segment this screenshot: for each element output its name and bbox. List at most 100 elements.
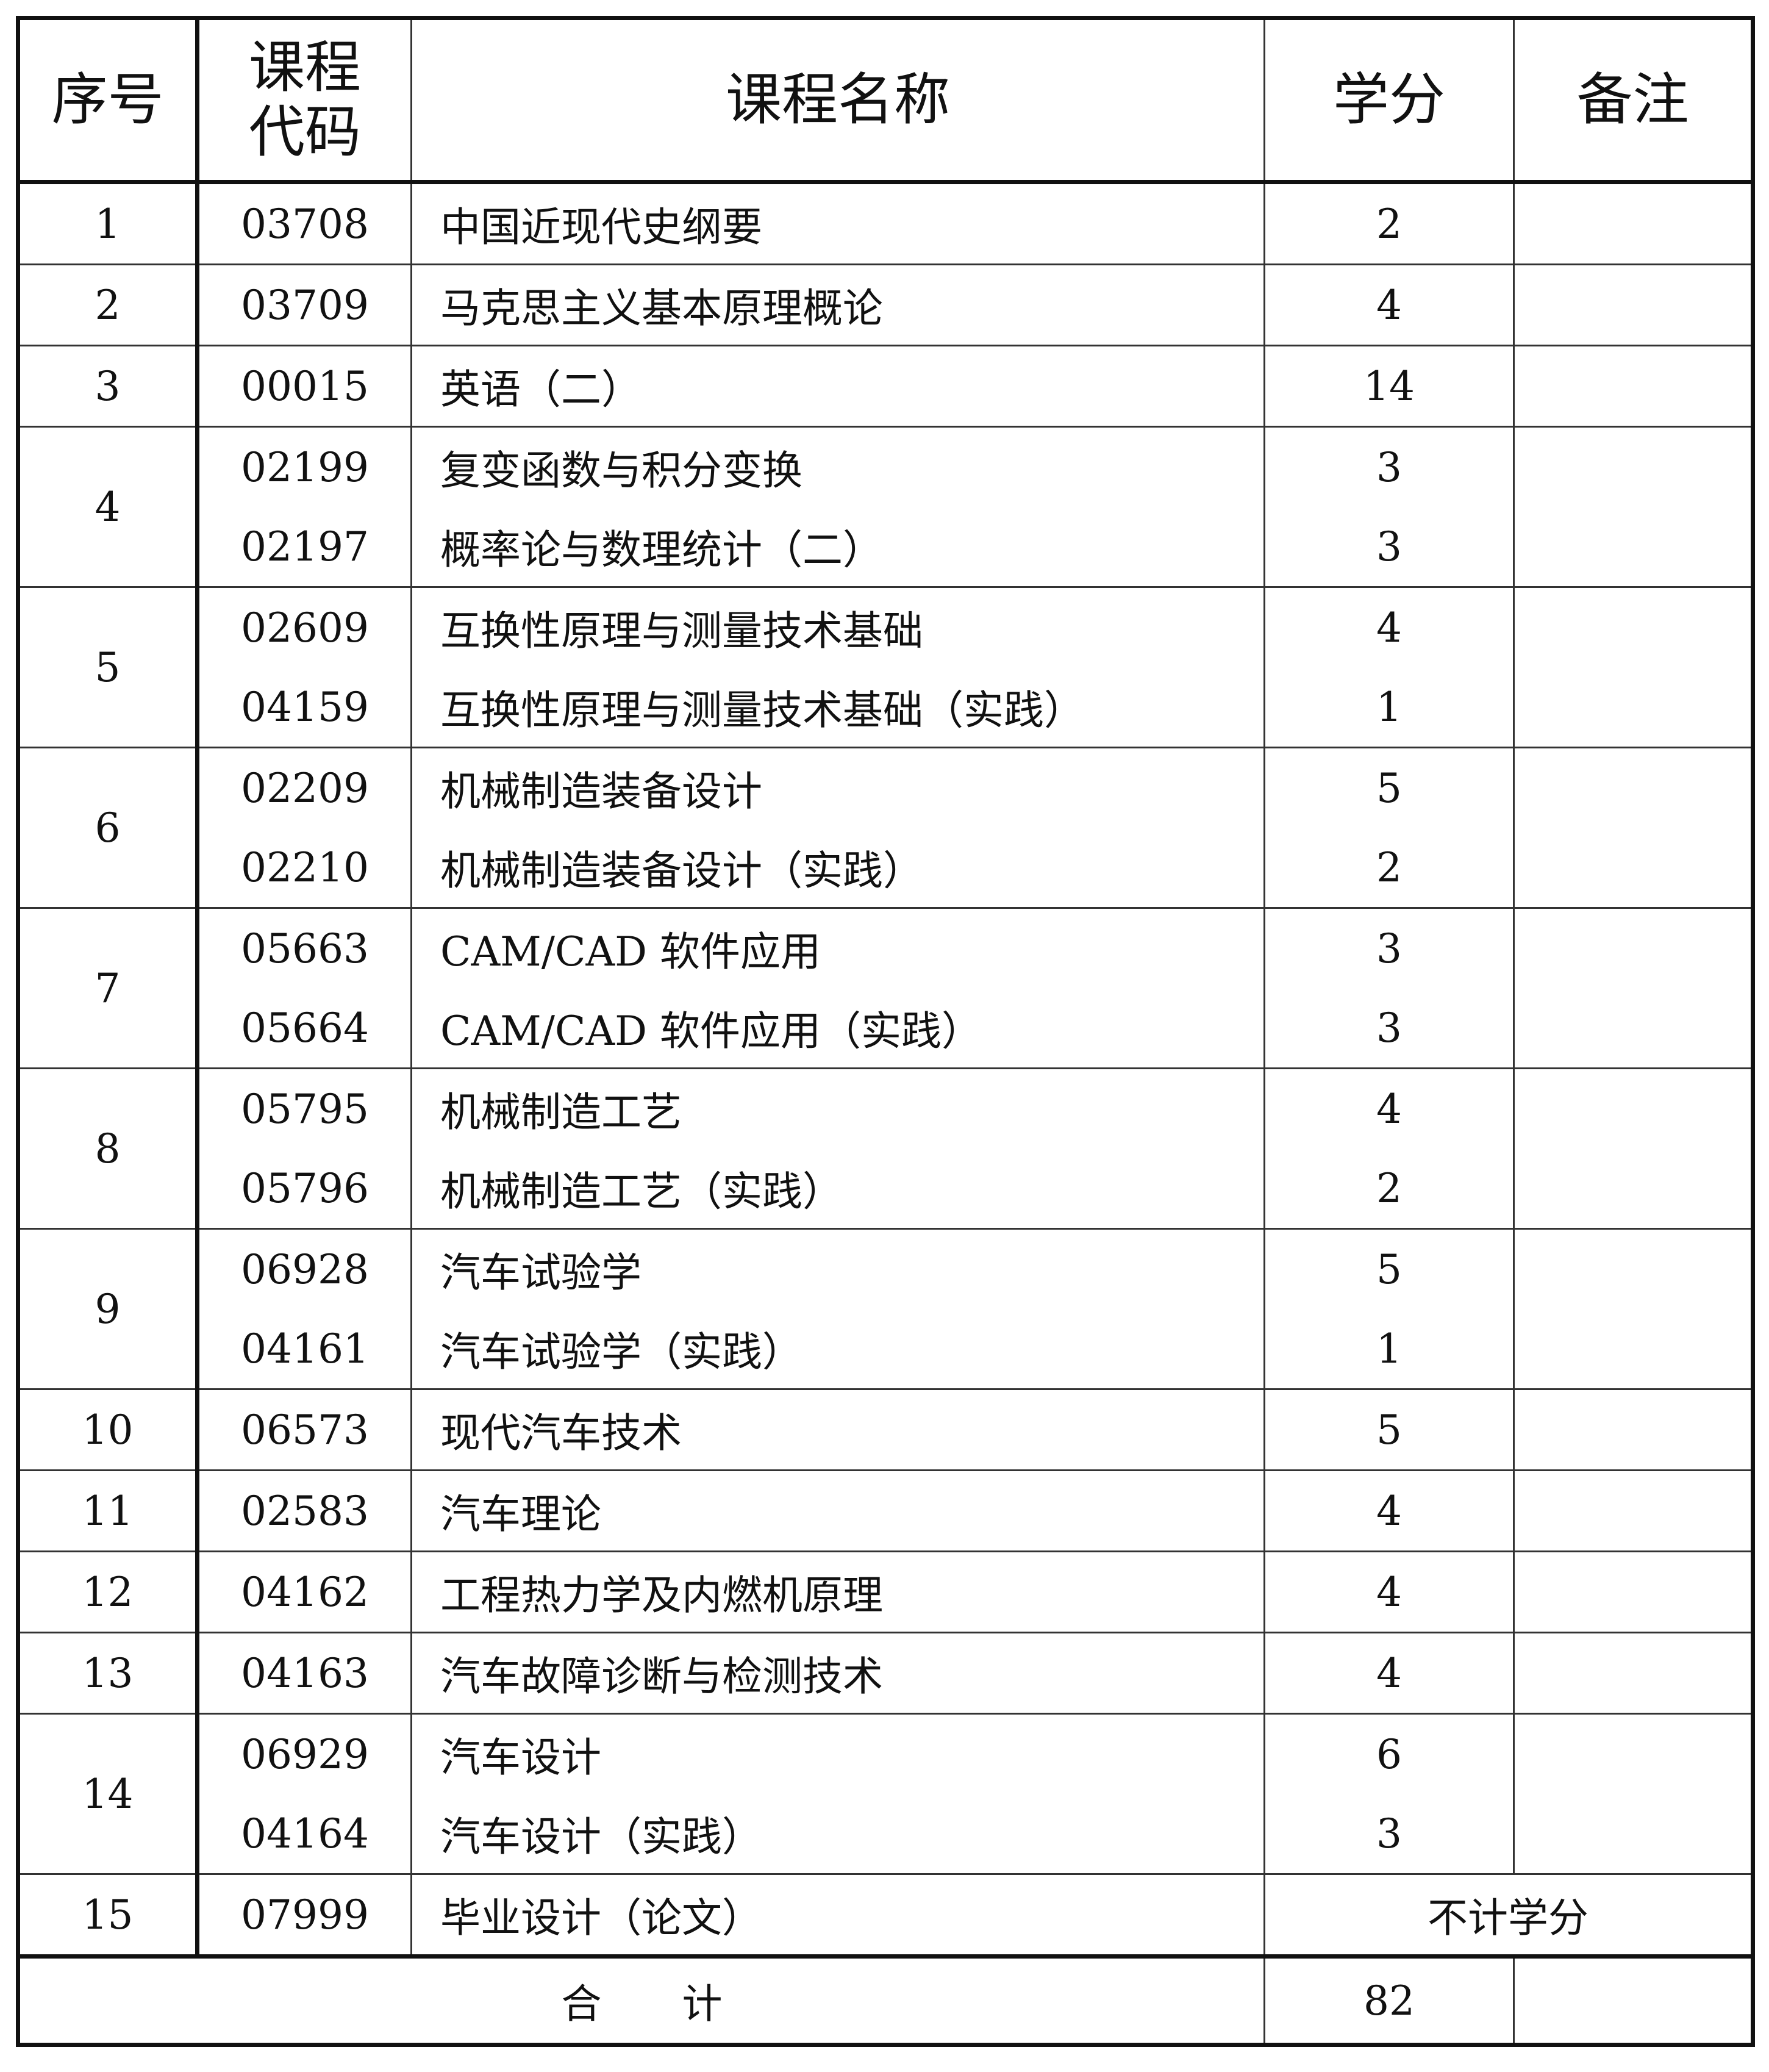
- course-note: [1513, 1469, 1754, 1552]
- table-row: 05664 CAM/CAD 软件应用（实践） 3: [18, 988, 1753, 1069]
- course-credit: 14: [1263, 345, 1515, 428]
- course-code: 04159: [196, 667, 412, 748]
- course-credit: 4: [1263, 1469, 1515, 1552]
- course-name: 汽车理论: [410, 1469, 1265, 1552]
- course-credit: 3: [1263, 426, 1515, 507]
- course-code: 06929: [196, 1713, 412, 1794]
- course-note: [1513, 1388, 1754, 1471]
- course-credit: 5: [1263, 747, 1515, 828]
- course-name: 汽车试验学: [410, 1228, 1265, 1309]
- course-code: 02197: [196, 507, 412, 588]
- course-code: 04162: [196, 1550, 412, 1633]
- course-code: 03709: [196, 263, 412, 346]
- course-code: 02199: [196, 426, 412, 507]
- row-index: 15: [17, 1873, 199, 1957]
- table-row: 4 02199 复变函数与积分变换 3: [17, 426, 1754, 588]
- course-name: 机械制造装备设计: [410, 747, 1265, 828]
- course-note: [1513, 426, 1754, 588]
- course-code: 02209: [196, 747, 412, 828]
- table-row: 05796 机械制造工艺（实践） 2: [18, 1149, 1753, 1230]
- row-index: 3: [17, 345, 199, 428]
- table-row: 5 02609 互换性原理与测量技术基础 4: [17, 586, 1754, 748]
- total-label: 合 计: [17, 1954, 1265, 2046]
- course-code: 02210: [196, 828, 412, 909]
- course-code: 04163: [196, 1632, 412, 1715]
- header-credit: 学分: [1263, 17, 1515, 184]
- course-name: 汽车设计（实践）: [410, 1794, 1265, 1875]
- header-row: 序号 课程 代码 课程名称 学分 备注: [17, 17, 1754, 184]
- course-name: 汽车试验学（实践）: [410, 1309, 1265, 1390]
- row-index: 10: [17, 1388, 199, 1471]
- table-row: 7 05663 CAM/CAD 软件应用 3: [17, 907, 1754, 1069]
- total-row: 合 计 82: [17, 1954, 1754, 2046]
- course-credit: 6: [1263, 1713, 1515, 1794]
- course-name: 汽车故障诊断与检测技术: [410, 1632, 1265, 1715]
- table-row: 11 02583 汽车理论 4: [17, 1469, 1754, 1552]
- course-name: 复变函数与积分变换: [410, 426, 1265, 507]
- course-name: 毕业设计（论文）: [410, 1873, 1265, 1957]
- course-credit: 2: [1263, 828, 1515, 909]
- table-row: 12 04162 工程热力学及内燃机原理 4: [17, 1550, 1754, 1633]
- course-note: [1513, 1632, 1754, 1715]
- total-credit: 82: [1263, 1954, 1515, 2046]
- course-name: 互换性原理与测量技术基础（实践）: [410, 667, 1265, 748]
- table-row: 14 06929 汽车设计 6: [17, 1713, 1754, 1875]
- course-credit: 3: [1263, 507, 1515, 588]
- course-code: 02609: [196, 586, 412, 667]
- course-name: 英语（二）: [410, 345, 1265, 428]
- header-name: 课程名称: [410, 17, 1265, 184]
- course-code: 05663: [196, 907, 412, 988]
- course-note: [1513, 907, 1754, 1069]
- row-index: 12: [17, 1550, 199, 1633]
- course-credit: 4: [1263, 586, 1515, 667]
- course-name: 机械制造工艺: [410, 1067, 1265, 1149]
- course-note: [1513, 747, 1754, 909]
- header-index: 序号: [17, 17, 199, 184]
- row-index: 13: [17, 1632, 199, 1715]
- course-credit: 4: [1263, 1550, 1515, 1633]
- row-index: 14: [17, 1713, 199, 1875]
- course-credit-merged: 不计学分: [1263, 1873, 1754, 1957]
- course-code: 04164: [196, 1794, 412, 1875]
- row-index: 8: [17, 1067, 199, 1230]
- table-row: 15 07999 毕业设计（论文） 不计学分: [17, 1873, 1754, 1957]
- course-credit: 5: [1263, 1228, 1515, 1309]
- course-credit: 4: [1263, 263, 1515, 346]
- table-row: 9 06928 汽车试验学 5: [17, 1228, 1754, 1390]
- row-index: 4: [17, 426, 199, 588]
- table-row: 8 05795 机械制造工艺 4: [17, 1067, 1754, 1230]
- course-code: 07999: [196, 1873, 412, 1957]
- course-credit: 4: [1263, 1067, 1515, 1149]
- course-code: 05664: [196, 988, 412, 1069]
- course-credit: 2: [1263, 181, 1515, 265]
- course-note: [1513, 586, 1754, 748]
- course-table: 序号 课程 代码 课程名称 学分 备注 1 03708 中国近现代史纲要 2 2 0370…: [16, 16, 1755, 2047]
- course-credit: 4: [1263, 1632, 1515, 1715]
- course-name: 概率论与数理统计（二）: [410, 507, 1265, 588]
- course-name: 机械制造装备设计（实践）: [410, 828, 1265, 909]
- course-name: 机械制造工艺（实践）: [410, 1149, 1265, 1230]
- row-index: 2: [17, 263, 199, 346]
- course-code: 06928: [196, 1228, 412, 1309]
- course-code: 00015: [196, 345, 412, 428]
- table-row: 13 04163 汽车故障诊断与检测技术 4: [17, 1632, 1754, 1715]
- course-code: 05795: [196, 1067, 412, 1149]
- course-credit: 3: [1263, 1794, 1515, 1875]
- course-name: 现代汽车技术: [410, 1388, 1265, 1471]
- row-index: 1: [17, 181, 199, 265]
- row-index: 7: [17, 907, 199, 1069]
- header-note: 备注: [1513, 17, 1754, 184]
- row-index: 5: [17, 586, 199, 748]
- row-index: 6: [17, 747, 199, 909]
- table-row: 02197 概率论与数理统计（二） 3: [18, 507, 1753, 588]
- row-index: 11: [17, 1469, 199, 1552]
- course-code: 02583: [196, 1469, 412, 1552]
- table-row: 1 03708 中国近现代史纲要 2: [17, 181, 1754, 265]
- course-name: 马克思主义基本原理概论: [410, 263, 1265, 346]
- course-note: [1513, 263, 1754, 346]
- course-credit: 2: [1263, 1149, 1515, 1230]
- course-credit: 3: [1263, 988, 1515, 1069]
- course-note: [1513, 345, 1754, 428]
- table-row: 10 06573 现代汽车技术 5: [17, 1388, 1754, 1471]
- table-row: 04164 汽车设计（实践） 3: [18, 1794, 1753, 1875]
